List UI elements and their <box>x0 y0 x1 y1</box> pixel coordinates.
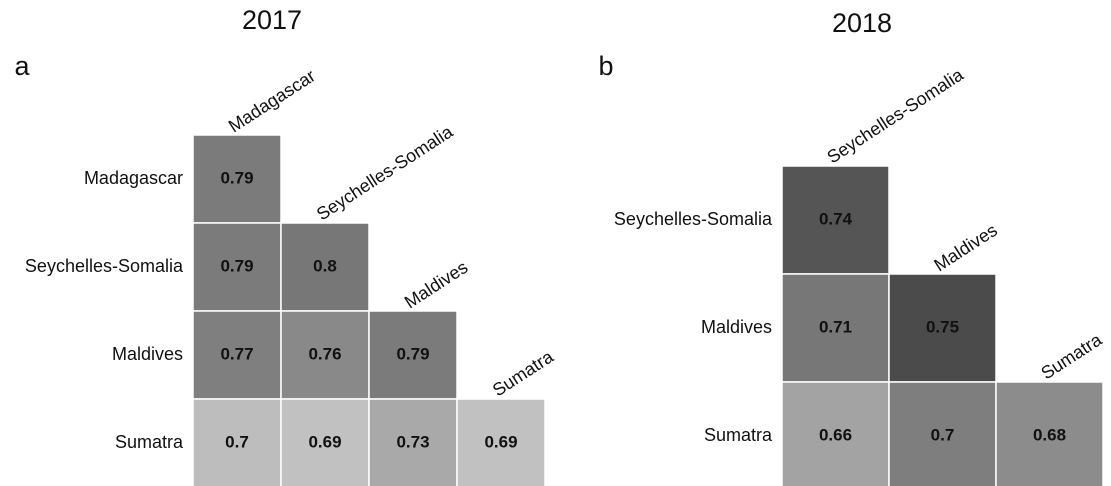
cell-value: 0.73 <box>396 432 429 451</box>
chart-title: 2018 <box>832 8 892 38</box>
row-label: Sumatra <box>115 432 184 452</box>
cell-value: 0.69 <box>308 432 341 451</box>
cell-value: 0.74 <box>819 209 853 228</box>
row-label: Madagascar <box>84 168 183 188</box>
row-label: Sumatra <box>704 425 773 445</box>
column-label: Madagascar <box>225 66 319 137</box>
row-label: Maldives <box>701 317 772 337</box>
cell-value: 0.79 <box>396 344 429 363</box>
heat-cell <box>368 398 458 486</box>
column-label: Maldives <box>930 220 1000 275</box>
heat-cell <box>888 273 997 383</box>
cell-value: 0.79 <box>220 256 253 275</box>
cell-value: 0.8 <box>313 256 337 275</box>
panel-label: a <box>14 51 30 81</box>
column-label: Seychelles-Somalia <box>313 121 457 224</box>
column-label: Sumatra <box>489 346 558 400</box>
chart-title: 2017 <box>242 5 302 35</box>
cell-value: 0.66 <box>819 425 852 444</box>
column-label: Maldives <box>401 257 471 312</box>
cell-value: 0.77 <box>220 344 253 363</box>
heat-cell <box>280 222 370 312</box>
heat-cell <box>368 310 458 400</box>
heat-cell <box>781 381 890 486</box>
row-label: Maldives <box>112 344 183 364</box>
column-label: Seychelles-Somalia <box>823 64 967 167</box>
cell-value: 0.76 <box>308 344 341 363</box>
panel-label: b <box>598 51 613 81</box>
row-label: Seychelles-Somalia <box>25 256 184 276</box>
column-label: Sumatra <box>1037 329 1106 383</box>
heat-cell <box>888 381 997 486</box>
cell-value: 0.7 <box>225 432 249 451</box>
row-label: Seychelles-Somalia <box>614 209 773 229</box>
heat-cell <box>781 165 890 275</box>
cell-value: 0.79 <box>220 168 253 187</box>
cell-value: 0.68 <box>1033 425 1066 444</box>
heat-cell <box>192 222 282 312</box>
cell-value: 0.71 <box>819 317 852 336</box>
heat-cell <box>995 381 1104 486</box>
cell-value: 0.69 <box>484 432 517 451</box>
cell-value: 0.75 <box>926 317 959 336</box>
heat-cell <box>456 398 546 486</box>
cell-value: 0.7 <box>931 425 955 444</box>
heat-cell <box>192 134 282 224</box>
